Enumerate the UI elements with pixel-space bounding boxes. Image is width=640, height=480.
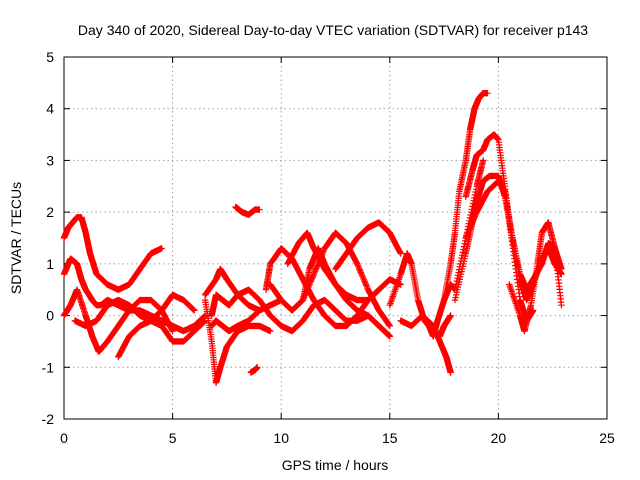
series-pass-11 — [247, 364, 261, 376]
series-pass-25 — [506, 219, 565, 335]
data-point-markers — [60, 214, 165, 293]
series-pass-5 — [115, 317, 209, 361]
y-tick-label: 2 — [46, 204, 54, 220]
x-tick-label: 0 — [60, 430, 68, 446]
data-point-markers — [299, 245, 393, 340]
data-point-markers — [440, 90, 491, 304]
series-pass-6 — [202, 296, 274, 386]
x-tick-label: 10 — [273, 430, 289, 446]
x-tick-label: 25 — [599, 430, 615, 446]
x-tick-label: 15 — [382, 430, 398, 446]
data-point-markers — [425, 157, 487, 340]
chart-title: Day 340 of 2020, Sidereal Day-to-day VTE… — [78, 22, 588, 38]
data-point-markers — [202, 296, 274, 386]
data-point-markers — [60, 255, 209, 335]
y-tick-label: 1 — [46, 256, 54, 272]
series-pass-3 — [60, 286, 176, 355]
data-point-markers — [60, 286, 176, 355]
data-point-markers — [332, 219, 404, 273]
data-point-markers — [506, 219, 565, 335]
series-pass-8 — [208, 296, 285, 335]
y-tick-label: -2 — [42, 411, 55, 427]
data-point-markers — [71, 291, 198, 330]
data-point-markers — [232, 203, 263, 218]
y-tick-label: 5 — [46, 49, 54, 65]
data-point-markers — [208, 296, 285, 335]
series-pass-21 — [440, 90, 491, 304]
x-axis-label: GPS time / hours — [282, 457, 389, 473]
series-pass-4 — [71, 291, 198, 330]
data-point-markers — [208, 286, 274, 319]
series-pass-17 — [332, 219, 404, 273]
series-pass-10 — [232, 203, 263, 218]
data-points — [60, 90, 565, 386]
data-point-markers — [247, 364, 261, 376]
y-tick-label: 4 — [46, 101, 54, 117]
y-tick-label: 0 — [46, 308, 54, 324]
series-pass-20 — [425, 157, 487, 340]
y-tick-label: -1 — [42, 359, 55, 375]
data-point-markers — [115, 317, 209, 361]
x-tick-label: 5 — [169, 430, 177, 446]
series-pass-9 — [208, 286, 274, 319]
plot-frame — [63, 56, 608, 420]
y-tick-label: 3 — [46, 152, 54, 168]
y-axis-label: SDTVAR / TECUs — [8, 182, 24, 294]
series-pass-1 — [60, 255, 209, 335]
x-tick-label: 20 — [491, 430, 507, 446]
series-pass-16 — [299, 245, 393, 340]
series-pass-2 — [60, 214, 165, 293]
grid-lines — [64, 57, 607, 419]
